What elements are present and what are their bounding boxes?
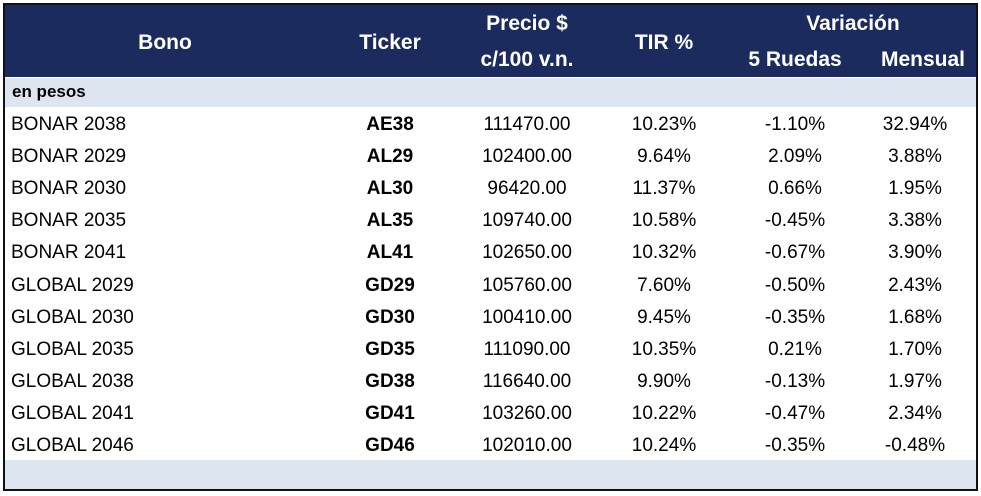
price: 96420.00: [487, 178, 567, 200]
var-5-ruedas: 0.66%: [768, 178, 822, 200]
var-5-ruedas: 2.09%: [768, 146, 822, 168]
var-5-ruedas: -1.10%: [764, 114, 826, 135]
header-cell: TIR %: [634, 31, 694, 54]
tir: 7.60%: [637, 274, 691, 296]
var-5-ruedas: -0.50%: [764, 274, 826, 296]
header-cell: Bono: [138, 31, 192, 54]
ticker: AL29: [366, 146, 414, 168]
bond-name: BONAR 2030: [11, 178, 127, 200]
price: 109740.00: [482, 210, 572, 232]
price: 100410.00: [482, 306, 572, 328]
section-label: en pesos: [12, 82, 86, 101]
tir: 10.23%: [631, 114, 697, 135]
header: Bono Ticker Precio $ c/100 v.n. TIR % Va…: [5, 5, 976, 77]
var-mensual: 32.94%: [882, 114, 948, 135]
var-mensual: 1.70%: [888, 338, 942, 360]
bond-name: BONAR 2038: [11, 114, 127, 135]
price: 102650.00: [482, 242, 572, 264]
var-5-ruedas: -0.35%: [764, 306, 826, 328]
ticker: GD38: [365, 370, 415, 392]
var-mensual: 1.68%: [888, 306, 942, 328]
var-mensual: 3.90%: [888, 242, 942, 264]
var-mensual: -0.48%: [884, 435, 946, 456]
price: 105760.00: [482, 274, 572, 296]
bond-name: GLOBAL 2030: [11, 306, 134, 328]
var-mensual: 1.97%: [888, 370, 942, 392]
header-cell: Mensual: [880, 48, 966, 71]
tir: 10.24%: [631, 435, 697, 456]
var-5-ruedas: -0.47%: [764, 402, 826, 424]
price: 111090.00: [483, 338, 571, 360]
var-5-ruedas: -0.67%: [764, 242, 826, 264]
ticker: AL30: [366, 178, 414, 200]
section-row: en pesos: [5, 78, 976, 107]
tir: 9.90%: [637, 370, 691, 392]
var-mensual: 3.88%: [888, 146, 942, 168]
price: 111470.00: [483, 114, 571, 135]
tir: 11.37%: [632, 178, 696, 200]
tir: 9.45%: [637, 306, 691, 328]
tir: 10.32%: [631, 242, 697, 264]
ticker: GD46: [365, 435, 415, 456]
ticker: AL35: [366, 210, 414, 232]
price: 102400.00: [482, 146, 572, 168]
header-cell: c/100 v.n.: [480, 48, 574, 71]
tir: 10.35%: [631, 338, 697, 360]
bond-name: GLOBAL 2029: [11, 274, 134, 296]
bond-name: GLOBAL 2046: [11, 435, 134, 456]
table: Bono Ticker Precio $ c/100 v.n. TIR % Va…: [3, 3, 978, 491]
var-5-ruedas: -0.13%: [764, 370, 826, 392]
ticker: GD29: [365, 274, 415, 296]
bond-name: BONAR 2029: [11, 146, 127, 168]
var-5-ruedas: -0.45%: [764, 210, 826, 232]
ticker: AE38: [366, 114, 414, 135]
header-cell: Ticker: [359, 31, 421, 54]
price: 103260.00: [482, 402, 572, 424]
var-mensual: 3.38%: [888, 210, 942, 232]
bond-name: GLOBAL 2041: [11, 402, 134, 424]
tir: 10.22%: [631, 402, 697, 424]
price: 102010.00: [482, 435, 572, 456]
bond-name: BONAR 2035: [11, 210, 127, 232]
bond-name: BONAR 2041: [11, 242, 127, 264]
var-5-ruedas: 0.21%: [768, 338, 822, 360]
tir: 9.64%: [637, 146, 691, 168]
var-mensual: 1.95%: [888, 178, 942, 200]
header-cell: Precio $: [486, 12, 568, 35]
ticker: GD30: [365, 306, 415, 328]
tir: 10.58%: [631, 210, 697, 232]
ticker: GD41: [365, 402, 415, 424]
var-mensual: 2.34%: [888, 402, 942, 424]
ticker: AL41: [366, 242, 414, 264]
ticker: GD35: [365, 338, 415, 360]
header-cell: Variación: [806, 12, 900, 35]
header-cell: 5 Ruedas: [748, 48, 842, 71]
var-mensual: 2.43%: [888, 274, 942, 296]
bond-name: GLOBAL 2038: [11, 370, 134, 392]
price: 116640.00: [482, 370, 572, 392]
bond-name: GLOBAL 2035: [11, 338, 134, 360]
var-5-ruedas: -0.35%: [764, 435, 826, 456]
footer-band: [5, 460, 976, 489]
